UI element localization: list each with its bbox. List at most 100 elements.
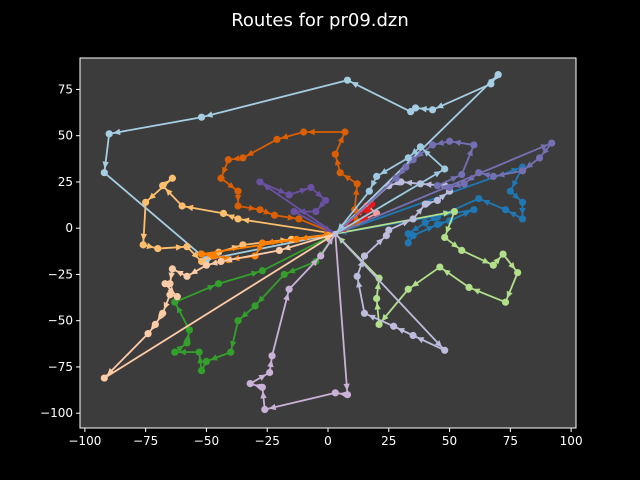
route-stop-point [458, 170, 466, 179]
route-arrowhead [176, 305, 183, 314]
route-arrowhead [176, 345, 184, 353]
route-arrowhead [352, 187, 360, 196]
route-stop-point [173, 293, 181, 301]
route-series [217, 128, 361, 235]
route-stop-point [501, 206, 510, 214]
route-arrowhead [326, 237, 334, 245]
x-tick-label: 100 [560, 434, 583, 448]
route-arrowhead [107, 367, 115, 376]
y-tick-label: −75 [48, 360, 73, 374]
route-arrowhead [472, 288, 481, 295]
route-arrowhead [433, 171, 442, 178]
route-stop-point [202, 261, 211, 269]
route-stop-point [489, 172, 497, 180]
route-arrowhead [374, 282, 381, 290]
route-stop-point [392, 174, 400, 182]
route-stop-point [227, 348, 235, 356]
route-stop-point [411, 104, 420, 112]
route-stop-point [409, 215, 417, 223]
route-stop-point [501, 298, 510, 306]
route-arrowhead [210, 354, 218, 361]
route-arrowhead [466, 148, 473, 157]
route-stop-point [421, 219, 429, 227]
route-segment [261, 387, 266, 410]
route-stop-point [450, 207, 459, 216]
route-stop-point [416, 143, 424, 151]
route-stop-point [433, 182, 442, 190]
route-stop-point [441, 346, 449, 354]
route-stop-point [217, 257, 225, 266]
route-stop-point [475, 169, 483, 177]
route-arrowhead [451, 241, 459, 248]
route-arrowhead [450, 176, 459, 183]
route-segment [502, 253, 519, 274]
route-arrowhead [397, 327, 405, 334]
route-arrowhead [257, 244, 264, 253]
route-arrowhead [415, 207, 423, 215]
route-arrowhead [283, 244, 291, 251]
route-stop-point [161, 280, 169, 288]
route-stop-point [166, 291, 174, 299]
route-stop-point [151, 320, 159, 328]
route-arrowhead [401, 220, 410, 227]
route-stop-point [239, 154, 247, 162]
route-arrowhead [113, 128, 121, 136]
route-segment [206, 232, 336, 261]
route-arrowhead [493, 257, 501, 265]
route-arrowhead [175, 244, 183, 251]
route-segment [335, 210, 455, 235]
route-arrowhead [307, 128, 315, 136]
route-arrowhead [334, 158, 342, 166]
route-stop-point [514, 269, 522, 277]
route-arrowhead [434, 340, 442, 348]
route-stop-point [159, 182, 167, 190]
route-segment [201, 79, 348, 119]
route-stop-point [219, 209, 228, 217]
route-stop-point [142, 198, 150, 206]
route-segment [259, 181, 336, 235]
route-stop-point [261, 405, 269, 414]
route-segment [103, 232, 336, 379]
route-stop-point [217, 174, 225, 182]
route-arrowhead [404, 179, 413, 187]
route-arrowhead [512, 192, 520, 200]
route-stop-point [256, 178, 264, 186]
route-stop-point [518, 215, 527, 223]
route-arrowhead [337, 135, 344, 144]
route-arrowhead [268, 403, 277, 411]
route-stop-point [224, 156, 232, 164]
route-arrowhead [267, 359, 274, 368]
route-arrowhead [423, 149, 431, 157]
route-stop-point [441, 233, 449, 242]
route-stop-point [336, 169, 344, 177]
route-arrowhead [283, 293, 290, 301]
route-arrowhead [343, 174, 352, 182]
route-arrowhead [343, 383, 350, 391]
route-arrowhead [411, 225, 420, 232]
route-arrowhead [453, 139, 461, 147]
route-arrowhead [411, 280, 420, 287]
route-arrowhead [168, 272, 175, 280]
route-arrowhead [371, 179, 378, 188]
route-arrowhead [482, 257, 490, 264]
route-stop-point [460, 180, 468, 188]
y-tick-label: −25 [48, 267, 73, 281]
route-arrowhead [424, 181, 432, 188]
y-tick-label: 0 [65, 221, 73, 235]
route-stop-point [409, 331, 417, 340]
route-stop-point [234, 317, 242, 325]
route-series-layer [100, 71, 556, 414]
route-series [256, 178, 336, 235]
y-tick-label: 25 [58, 175, 73, 189]
route-stop-point [470, 206, 478, 214]
route-arrowhead [148, 192, 156, 200]
route-stop-point [234, 202, 242, 210]
route-arrowhead [366, 207, 373, 216]
route-stop-point [331, 389, 339, 397]
route-stop-point [436, 263, 444, 271]
route-arrowhead [299, 187, 308, 195]
x-tick-label: 75 [503, 434, 518, 448]
route-stop-point [256, 206, 264, 214]
route-arrowhead [438, 193, 447, 201]
